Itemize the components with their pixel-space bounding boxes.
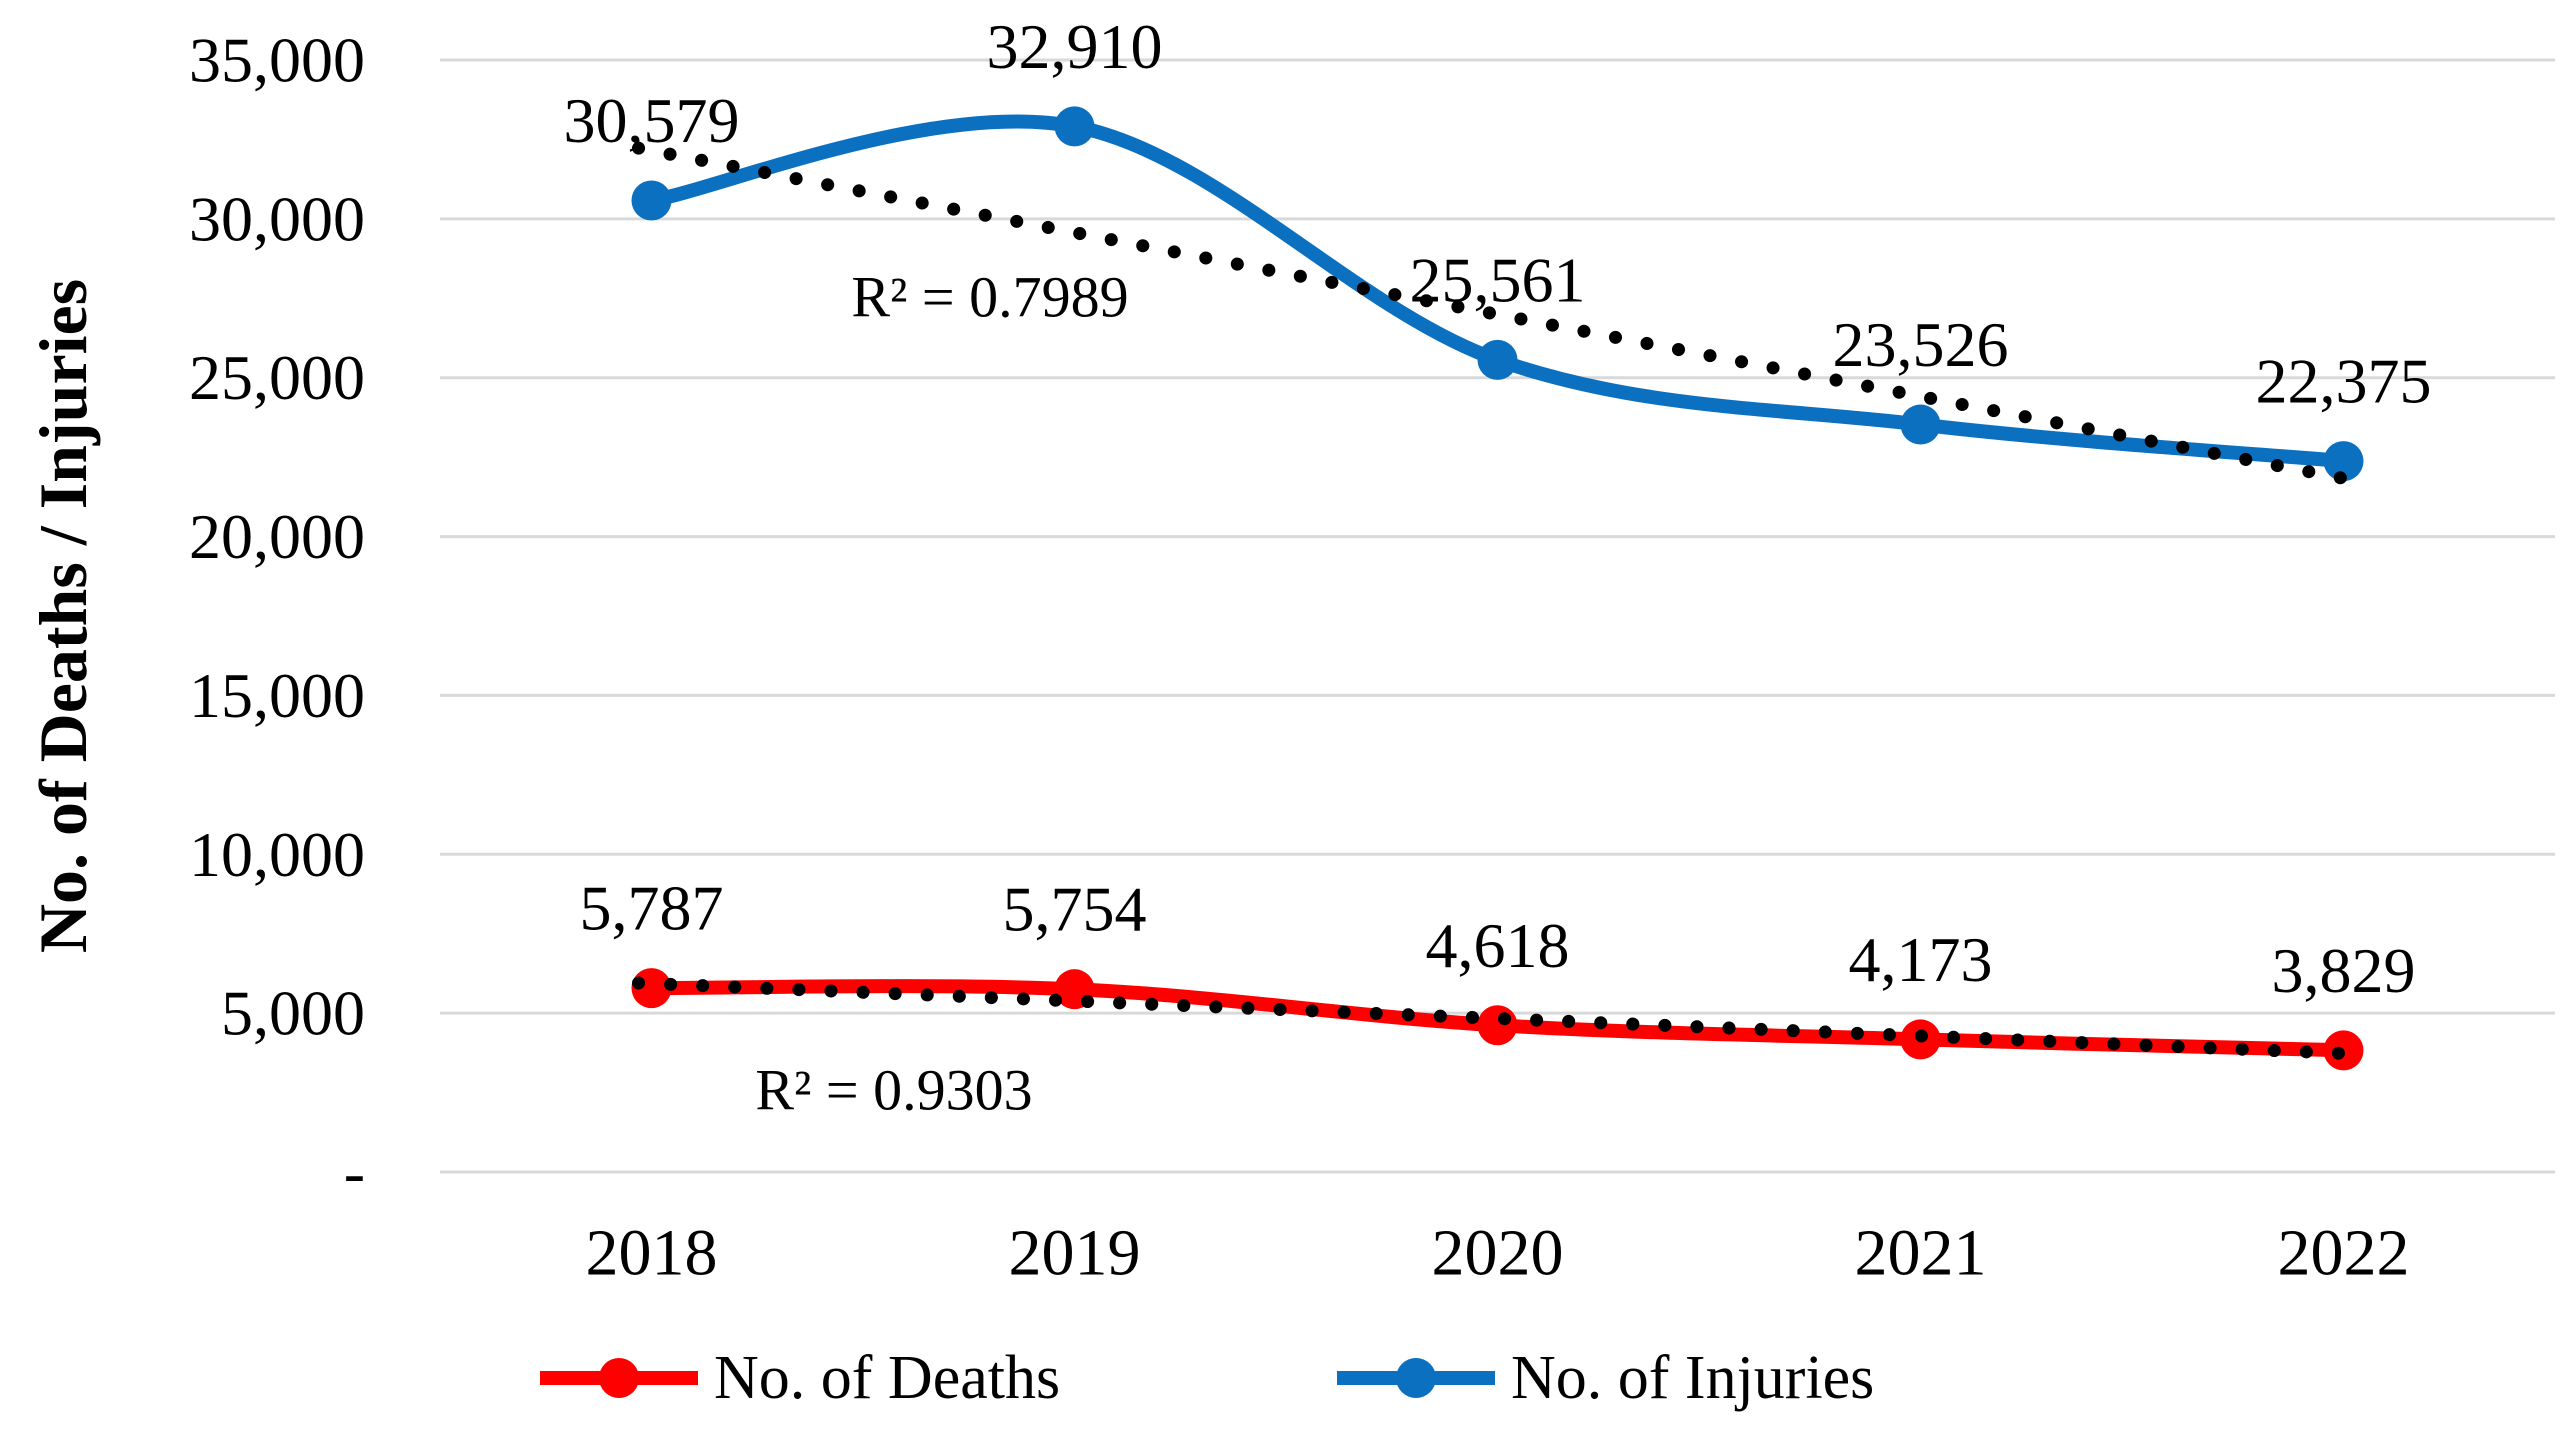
y-axis-title: No. of Deaths / Injuries	[25, 279, 101, 953]
legend: No. of Deaths No. of Injuries	[540, 1344, 1874, 1412]
data-label: 5,787	[580, 873, 724, 944]
trendline-dotted	[632, 976, 2363, 1061]
y-tick-label: -	[344, 1137, 365, 1208]
y-axis-tick-labels: 35,000 30,000 25,000 20,000 15,000 10,000 5,00…	[189, 25, 365, 1208]
series-marker	[2323, 441, 2364, 482]
x-tick-label: 2018	[586, 1217, 718, 1290]
y-tick-label: 35,000	[189, 25, 365, 96]
legend-item: No. of Injuries	[1337, 1344, 1874, 1412]
r-squared-label: R² = 0.9303	[755, 1058, 1032, 1123]
series-marker	[631, 180, 672, 221]
data-label: 30,579	[564, 85, 740, 156]
data-label: 32,910	[987, 11, 1163, 82]
y-tick-label: 10,000	[189, 819, 365, 890]
data-label: 22,375	[2256, 346, 2432, 417]
y-tick-label: 25,000	[189, 342, 365, 413]
y-tick-label: 15,000	[189, 660, 365, 731]
data-label: 4,618	[1426, 910, 1570, 981]
legend-item: No. of Deaths	[540, 1344, 1060, 1412]
series-markers	[631, 106, 2364, 1071]
x-tick-label: 2022	[2278, 1217, 2410, 1290]
x-tick-label: 2020	[1432, 1217, 1564, 1290]
series-marker	[1900, 404, 1941, 445]
trendline-dotted	[632, 141, 2363, 488]
data-label: 23,526	[1833, 309, 2009, 380]
y-tick-label: 30,000	[189, 183, 365, 254]
r-squared-label: R² = 0.7989	[851, 265, 1128, 330]
data-label: 5,754	[1003, 874, 1147, 945]
data-labels: 5,787 5,754 4,618 4,173 3,829 30,579 32,910 25,…	[564, 11, 2432, 1006]
series-marker	[1054, 106, 1095, 147]
legend-marker-icon	[1396, 1358, 1436, 1398]
data-label: 3,829	[2272, 935, 2416, 1006]
y-tick-label: 20,000	[189, 501, 365, 572]
y-tick-label: 5,000	[221, 978, 365, 1049]
legend-marker-icon	[599, 1358, 639, 1398]
series-marker	[1477, 1005, 1518, 1046]
trendlines	[632, 141, 2363, 1061]
gridlines	[440, 58, 2555, 1174]
series-marker	[1477, 339, 1518, 380]
r-squared-annotations: R² = 0.9303 R² = 0.7989	[755, 265, 1128, 1123]
data-label: 4,173	[1849, 924, 1993, 995]
x-axis-tick-labels: 2018 2019 2020 2021 2022	[586, 1217, 2410, 1290]
legend-label: No. of Injuries	[1511, 1344, 1874, 1412]
x-tick-label: 2021	[1855, 1217, 1987, 1290]
data-label: 25,561	[1410, 244, 1586, 315]
x-tick-label: 2019	[1009, 1217, 1141, 1290]
legend-label: No. of Deaths	[714, 1344, 1060, 1412]
